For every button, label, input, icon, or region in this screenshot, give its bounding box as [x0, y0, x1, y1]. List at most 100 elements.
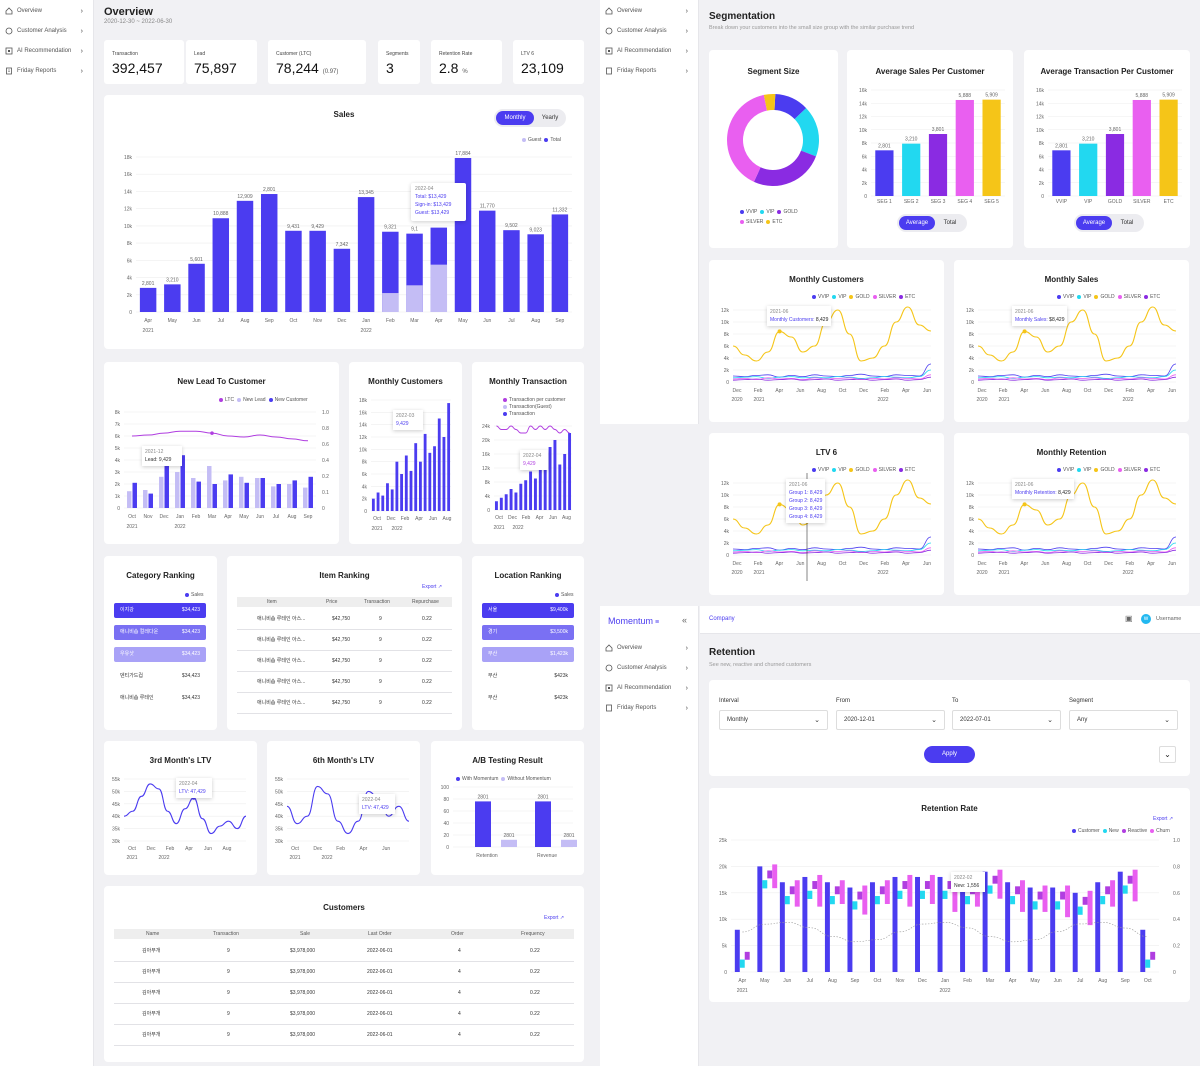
- to-date-select[interactable]: 2022-07-01 ⌄: [952, 710, 1061, 730]
- segment-point: [1022, 329, 1027, 334]
- sidebar-item-friday-reports[interactable]: Friday Reports ›: [604, 63, 692, 79]
- y-tick-label: 4k: [115, 458, 121, 464]
- table-row[interactable]: 김아무개 9 $3,978,000 2022-06-01 4 0.22: [114, 962, 574, 983]
- transaction-bar: [494, 501, 498, 510]
- calendar-icon[interactable]: ▣: [1125, 614, 1133, 623]
- y-tick-label: 6k: [969, 517, 975, 523]
- segment-line-etc: [732, 376, 932, 381]
- table-row[interactable]: 애니비숍 루테인 아스... $42,750 9 0.22: [237, 693, 452, 714]
- table-row[interactable]: 김아무개 9 $3,978,000 2022-06-01 4 0.22: [114, 983, 574, 1004]
- avatar[interactable]: w: [1141, 614, 1151, 624]
- sidebar-item-label: Customer Analysis: [617, 28, 667, 34]
- churn-bar: [794, 880, 800, 907]
- segment-chart-legend: VVIP VIP GOLD SILVER ETC: [1054, 467, 1160, 473]
- new-customer-bar: [196, 481, 201, 508]
- segment-select[interactable]: Any ⌄: [1069, 710, 1178, 730]
- kpi-value: 75,897: [194, 60, 237, 76]
- table-row[interactable]: 김아무개 9 $3,978,000 2022-06-01 4 0.22: [114, 1004, 574, 1025]
- monthly-customer-bar: [409, 470, 413, 511]
- expand-filters-button[interactable]: ⌄: [1159, 746, 1176, 763]
- table-cell: 2022-06-01: [367, 1032, 393, 1038]
- location-rank-row[interactable]: 경기 $3,500k: [482, 625, 574, 640]
- average-toggle-button[interactable]: Average: [899, 216, 935, 230]
- sidebar-item-customer-analysis[interactable]: Customer Analysis ›: [4, 23, 87, 39]
- y-tick-label: 2k: [362, 497, 368, 503]
- location-rank-row[interactable]: 서울 $9,400k: [482, 603, 574, 618]
- monthly-toggle-button[interactable]: Monthly: [496, 111, 534, 125]
- sidebar-item-ai-recommendation[interactable]: AI Recommendation ›: [4, 43, 87, 59]
- sidebar-item-overview[interactable]: Overview ›: [604, 640, 692, 656]
- x-tick-label: Feb: [1125, 388, 1134, 394]
- x-tick-label: Aug: [1062, 388, 1071, 394]
- location-rank-row[interactable]: 부산 $423k: [482, 691, 574, 706]
- customers-export-button[interactable]: Export ↗: [544, 915, 565, 921]
- sidebar-item-ai-recommendation[interactable]: AI Recommendation ›: [604, 43, 692, 59]
- total-toggle-button[interactable]: Total: [943, 220, 957, 226]
- table-row[interactable]: 애니비숍 루테인 아스... $42,750 9 0.22: [237, 609, 452, 630]
- from-date-select[interactable]: 2020-12-01 ⌄: [836, 710, 945, 730]
- category-rank-row[interactable]: 우유샷 $34,423: [114, 647, 206, 662]
- table-row[interactable]: 김아무개 9 $3,978,000 2022-06-01 4 0.22: [114, 1025, 574, 1046]
- transaction-bar: [558, 464, 562, 510]
- sales-data-label: 3,210: [166, 277, 179, 283]
- category-rank-row[interactable]: 애니비숍 루테인 $34,423: [114, 691, 206, 706]
- churn-bar: [1042, 885, 1048, 912]
- y2-tick-label: 0.8: [1173, 864, 1180, 870]
- sales-bar: [212, 218, 230, 312]
- average-toggle-button[interactable]: Average: [1076, 216, 1112, 230]
- x-tick-label: Feb: [1125, 561, 1134, 567]
- lead-to-customer-chart: 0 1k 2k 3k 4k 5k 6k 7k 8k 0 0.1 0.2 0.4 0.6 0.8 1.0 Oct N…: [115, 410, 329, 530]
- sidebar-item-overview[interactable]: Overview ›: [604, 3, 692, 19]
- without-momentum-bar: [561, 839, 577, 847]
- sales-bar: [478, 210, 496, 312]
- sidebar-item-customer-analysis[interactable]: Customer Analysis ›: [604, 660, 692, 676]
- table-row[interactable]: 애니비숍 루테인 아스... $42,750 9 0.22: [237, 672, 452, 693]
- y-tick-label: 5k: [115, 446, 121, 452]
- segment-size-chart: [727, 94, 819, 186]
- total-toggle-button[interactable]: Total: [1120, 220, 1134, 226]
- sales-data-label: 2,801: [142, 281, 155, 287]
- ltv6-card: 6th Month's LTV 30k 35k 40k 45k 50k 55k Oct Dec…: [267, 741, 420, 875]
- y-tick-label: 6k: [724, 517, 730, 523]
- segment-line-chart: 0 2k 4k 6k 8k 10k 12k Dec Feb Apr Jun Aug Oct Dec Feb A…: [721, 306, 932, 403]
- collapse-sidebar-icon[interactable]: «: [682, 615, 688, 625]
- reactive-bar: [812, 881, 818, 889]
- sales-bar: [333, 248, 351, 312]
- sidebar-item-overview[interactable]: Overview ›: [4, 3, 87, 19]
- table-row[interactable]: 애니비숍 루테인 아스... $42,750 9 0.22: [237, 651, 452, 672]
- x-tick-label: Apr: [738, 978, 746, 984]
- category-ranking-title: Category Ranking: [126, 571, 195, 580]
- yearly-toggle-button[interactable]: Yearly: [541, 115, 559, 121]
- location-value: $423k: [554, 673, 568, 679]
- kpi-transaction: Transaction 392,457: [104, 40, 184, 84]
- sidebar-item-friday-reports[interactable]: Friday Reports ›: [4, 63, 87, 79]
- table-row[interactable]: 김아무개 9 $3,978,000 2022-06-01 4 0.22: [114, 941, 574, 962]
- location-rank-row[interactable]: 부산 $1,423k: [482, 647, 574, 662]
- retention-export-button[interactable]: Export ↗: [1153, 816, 1174, 822]
- location-rank-row[interactable]: 부산 $423k: [482, 669, 574, 684]
- monthly-sales-segment-card: Monthly Sales VVIP VIP GOLD SILVER ETC 0 2k 4k 6k…: [954, 260, 1189, 422]
- customer-bar: [869, 882, 875, 972]
- interval-select[interactable]: Monthly ⌄: [719, 710, 828, 730]
- category-name: 우유샷: [120, 651, 134, 657]
- avg-bar: [1079, 143, 1098, 196]
- bar-data-label: 5,909: [985, 93, 998, 99]
- item-ranking-export-button[interactable]: Export ↗: [422, 584, 443, 590]
- table-cell: 김아무개: [142, 948, 161, 954]
- x-tick-label: Revenue: [537, 853, 557, 859]
- new-customer-bar: [132, 482, 137, 508]
- category-rank-row[interactable]: 덴티가드컵 $34,423: [114, 669, 206, 684]
- sidebar-item-ai-recommendation[interactable]: AI Recommendation ›: [604, 680, 692, 696]
- table-cell: 0.22: [530, 1011, 540, 1017]
- category-rank-row[interactable]: 애니비숍 컬레다운 $34,423: [114, 625, 206, 640]
- sales-guest-bar: [430, 264, 448, 312]
- sidebar-item-friday-reports[interactable]: Friday Reports ›: [604, 700, 692, 716]
- sales-legend: Guest Total: [519, 137, 561, 143]
- table-row[interactable]: 애니비숍 루테인 아스... $42,750 9 0.22: [237, 630, 452, 651]
- overview-title: Overview: [104, 6, 153, 18]
- chevron-right-icon: ›: [685, 704, 688, 712]
- sidebar-item-customer-analysis[interactable]: Customer Analysis ›: [604, 23, 692, 39]
- x-tick-label: Feb: [880, 388, 889, 394]
- apply-button[interactable]: Apply: [924, 746, 975, 763]
- category-rank-row[interactable]: 이지강 $34,423: [114, 603, 206, 618]
